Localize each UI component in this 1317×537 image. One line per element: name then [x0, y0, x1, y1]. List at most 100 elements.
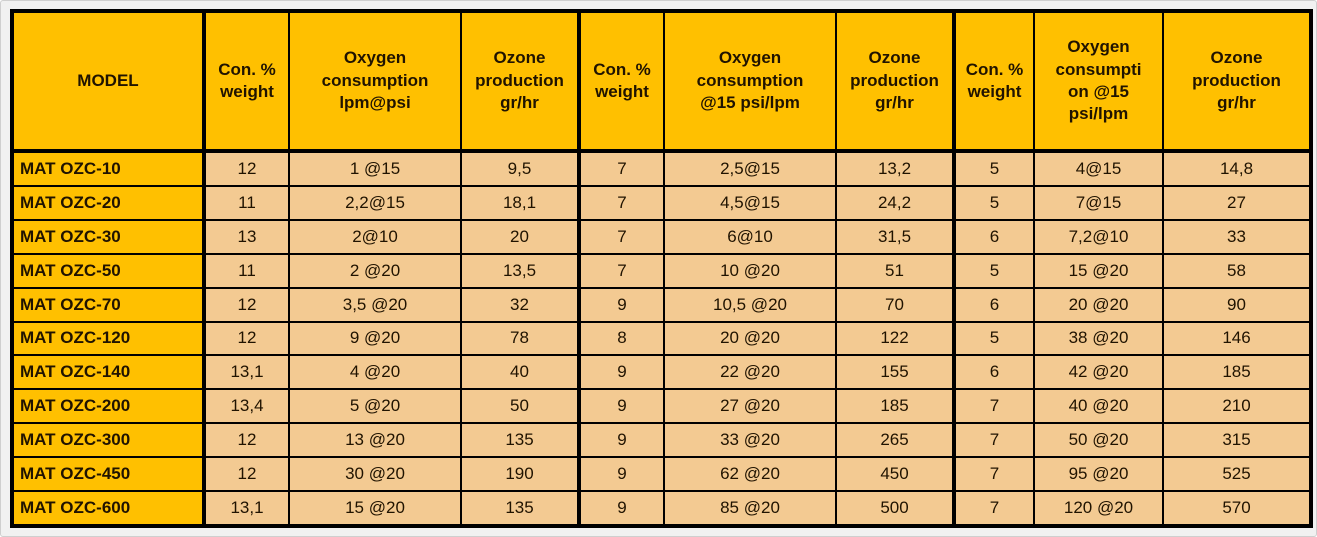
value-cell: 185 [835, 388, 955, 424]
value-cell: 155 [835, 354, 955, 391]
value-cell: 120 @20 [1033, 489, 1164, 528]
value-cell: 14,8 [1162, 149, 1312, 188]
model-cell: MAT OZC-450 [11, 455, 205, 492]
value-cell: 190 [460, 455, 580, 492]
ozone-generator-spec-table: MODEL Con. % weight Oxygen consumption l… [10, 9, 1313, 528]
value-cell: 9 [577, 489, 665, 528]
value-cell: 50 @20 [1033, 421, 1164, 458]
value-cell: 15 @20 [288, 489, 462, 528]
table-body: MAT OZC-10 12 1 @15 9,5 7 2,5@15 13,2 5 … [11, 149, 1312, 528]
value-cell: 4 @20 [288, 354, 462, 391]
value-cell: 10 @20 [663, 252, 837, 289]
table-row: MAT OZC-20 11 2,2@15 18,1 7 4,5@15 24,2 … [11, 185, 1312, 222]
value-cell: 12 [202, 455, 290, 492]
header-oxygen-consumption-2: Oxygen consumption @15 psi/lpm [663, 10, 837, 153]
header-concentration-1: Con. % weight [202, 10, 290, 153]
model-cell: MAT OZC-20 [11, 185, 205, 222]
header-ozone-production-3: Ozone production gr/hr [1162, 10, 1312, 153]
value-cell: 58 [1162, 252, 1312, 289]
value-cell: 13,1 [202, 489, 290, 528]
value-cell: 7 [952, 388, 1035, 424]
value-cell: 7,2@10 [1033, 219, 1164, 255]
value-cell: 500 [835, 489, 955, 528]
value-cell: 7@15 [1033, 185, 1164, 222]
model-cell: MAT OZC-200 [11, 388, 205, 424]
value-cell: 450 [835, 455, 955, 492]
header-ozone-production-1: Ozone production gr/hr [460, 10, 580, 153]
value-cell: 9 [577, 354, 665, 391]
value-cell: 135 [460, 489, 580, 528]
value-cell: 13,5 [460, 252, 580, 289]
value-cell: 12 [202, 149, 290, 188]
value-cell: 22 @20 [663, 354, 837, 391]
value-cell: 40 @20 [1033, 388, 1164, 424]
value-cell: 2 @20 [288, 252, 462, 289]
header-concentration-2: Con. % weight [577, 10, 665, 153]
table-row: MAT OZC-450 12 30 @20 190 9 62 @20 450 7… [11, 455, 1312, 492]
value-cell: 13 [202, 219, 290, 255]
value-cell: 9 [577, 286, 665, 323]
header-oxygen-consumption-1: Oxygen consumption lpm@psi [288, 10, 462, 153]
value-cell: 18,1 [460, 185, 580, 222]
value-cell: 7 [952, 455, 1035, 492]
header-row: MODEL Con. % weight Oxygen consumption l… [11, 10, 1312, 153]
value-cell: 9 [577, 388, 665, 424]
model-cell: MAT OZC-140 [11, 354, 205, 391]
value-cell: 27 @20 [663, 388, 837, 424]
value-cell: 7 [577, 149, 665, 188]
header-oxygen-consumption-3: Oxygen consumpti on @15 psi/lpm [1033, 10, 1164, 153]
value-cell: 27 [1162, 185, 1312, 222]
value-cell: 6 [952, 286, 1035, 323]
table-row: MAT OZC-600 13,1 15 @20 135 9 85 @20 500… [11, 489, 1312, 528]
value-cell: 42 @20 [1033, 354, 1164, 391]
value-cell: 7 [577, 185, 665, 222]
value-cell: 50 [460, 388, 580, 424]
value-cell: 11 [202, 185, 290, 222]
value-cell: 20 @20 [1033, 286, 1164, 323]
value-cell: 33 [1162, 219, 1312, 255]
value-cell: 30 @20 [288, 455, 462, 492]
table-row: MAT OZC-30 13 2@10 20 7 6@10 31,5 6 7,2@… [11, 219, 1312, 255]
value-cell: 5 [952, 149, 1035, 188]
value-cell: 135 [460, 421, 580, 458]
header-concentration-3: Con. % weight [952, 10, 1035, 153]
value-cell: 5 [952, 252, 1035, 289]
value-cell: 6 [952, 219, 1035, 255]
value-cell: 13,2 [835, 149, 955, 188]
value-cell: 12 [202, 320, 290, 357]
value-cell: 11 [202, 252, 290, 289]
value-cell: 185 [1162, 354, 1312, 391]
value-cell: 9 [577, 455, 665, 492]
model-cell: MAT OZC-600 [11, 489, 205, 528]
value-cell: 4@15 [1033, 149, 1164, 188]
value-cell: 2,2@15 [288, 185, 462, 222]
value-cell: 8 [577, 320, 665, 357]
value-cell: 4,5@15 [663, 185, 837, 222]
table-row: MAT OZC-120 12 9 @20 78 8 20 @20 122 5 3… [11, 320, 1312, 357]
value-cell: 12 [202, 421, 290, 458]
table-row: MAT OZC-140 13,1 4 @20 40 9 22 @20 155 6… [11, 354, 1312, 391]
value-cell: 5 @20 [288, 388, 462, 424]
value-cell: 31,5 [835, 219, 955, 255]
table-row: MAT OZC-70 12 3,5 @20 32 9 10,5 @20 70 6… [11, 286, 1312, 323]
value-cell: 20 [460, 219, 580, 255]
value-cell: 32 [460, 286, 580, 323]
value-cell: 9,5 [460, 149, 580, 188]
value-cell: 62 @20 [663, 455, 837, 492]
table-row: MAT OZC-10 12 1 @15 9,5 7 2,5@15 13,2 5 … [11, 149, 1312, 188]
value-cell: 20 @20 [663, 320, 837, 357]
value-cell: 9 [577, 421, 665, 458]
table-row: MAT OZC-50 11 2 @20 13,5 7 10 @20 51 5 1… [11, 252, 1312, 289]
table-header: MODEL Con. % weight Oxygen consumption l… [11, 10, 1312, 153]
value-cell: 95 @20 [1033, 455, 1164, 492]
value-cell: 7 [952, 489, 1035, 528]
value-cell: 315 [1162, 421, 1312, 458]
value-cell: 210 [1162, 388, 1312, 424]
table-row: MAT OZC-300 12 13 @20 135 9 33 @20 265 7… [11, 421, 1312, 458]
header-model: MODEL [11, 10, 205, 153]
header-ozone-production-2: Ozone production gr/hr [835, 10, 955, 153]
model-cell: MAT OZC-300 [11, 421, 205, 458]
value-cell: 7 [577, 219, 665, 255]
value-cell: 570 [1162, 489, 1312, 528]
